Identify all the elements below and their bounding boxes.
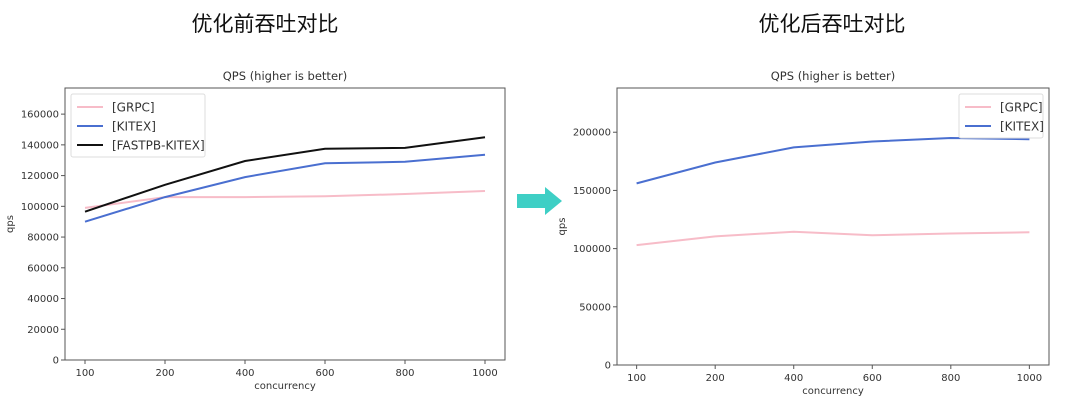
x-tick-label: 400 bbox=[235, 368, 254, 379]
legend: [GRPC] [KITEX] [FASTPB-KITEX] bbox=[70, 93, 206, 158]
x-tick-label: 800 bbox=[395, 368, 414, 379]
x-tick-label: 200 bbox=[706, 373, 725, 384]
x-tick-label: 100 bbox=[627, 373, 646, 384]
heading-before: 优化前吞吐对比 bbox=[192, 12, 339, 36]
legend-label: [GRPC] bbox=[112, 101, 155, 115]
x-tick-label: 600 bbox=[315, 368, 334, 379]
x-tick-label: 1000 bbox=[1017, 373, 1042, 384]
arrow-right-icon bbox=[517, 187, 562, 215]
x-tick-label: 1000 bbox=[472, 368, 497, 379]
legend-label: [KITEX] bbox=[112, 120, 156, 134]
y-tick-label: 0 bbox=[53, 356, 59, 367]
legend-label: [FASTPB-KITEX] bbox=[112, 139, 205, 153]
y-axis-label: qps bbox=[5, 215, 16, 233]
series-line-fastpb-kitex bbox=[84, 136, 486, 213]
x-tick-label: 600 bbox=[863, 373, 882, 384]
y-tick-label: 100000 bbox=[21, 202, 59, 213]
y-tick-label: 120000 bbox=[21, 171, 59, 182]
chart-title: QPS (higher is better) bbox=[771, 69, 895, 83]
legend-box bbox=[70, 93, 206, 158]
y-tick-label: 200000 bbox=[573, 128, 611, 139]
y-tick-label: 0 bbox=[605, 361, 611, 372]
x-axis-label: concurrency bbox=[802, 386, 864, 397]
y-tick-label: 140000 bbox=[21, 140, 59, 151]
x-tick-label: 800 bbox=[941, 373, 960, 384]
y-tick-label: 100000 bbox=[573, 244, 611, 255]
y-tick-label: 80000 bbox=[27, 233, 59, 244]
heading-after: 优化后吞吐对比 bbox=[759, 12, 906, 36]
x-tick-label: 200 bbox=[155, 368, 174, 379]
series-line-kitex bbox=[84, 153, 486, 223]
chart-after: QPS (higher is better) 0 50000 100000 150000… bbox=[557, 69, 1050, 397]
legend: [GRPC] [KITEX] bbox=[958, 93, 1044, 139]
y-tick-label: 160000 bbox=[21, 110, 59, 121]
y-tick-label: 150000 bbox=[573, 186, 611, 197]
y-tick-label: 20000 bbox=[27, 325, 59, 336]
x-tick-label: 100 bbox=[75, 368, 94, 379]
chart-title: QPS (higher is better) bbox=[223, 69, 347, 83]
x-axis-label: concurrency bbox=[254, 381, 316, 392]
x-tick-label: 400 bbox=[784, 373, 803, 384]
y-tick-label: 60000 bbox=[27, 263, 59, 274]
y-tick-label: 50000 bbox=[579, 302, 611, 313]
series-line-grpc bbox=[84, 190, 486, 209]
y-axis-label: qps bbox=[557, 218, 568, 236]
y-tick-label: 40000 bbox=[27, 294, 59, 305]
chart-before: QPS (higher is better) 0 20000 40000 60000 80… bbox=[5, 69, 506, 392]
legend-label: [KITEX] bbox=[1000, 120, 1044, 134]
series-line-grpc bbox=[636, 230, 1030, 247]
legend-label: [GRPC] bbox=[1000, 101, 1043, 115]
